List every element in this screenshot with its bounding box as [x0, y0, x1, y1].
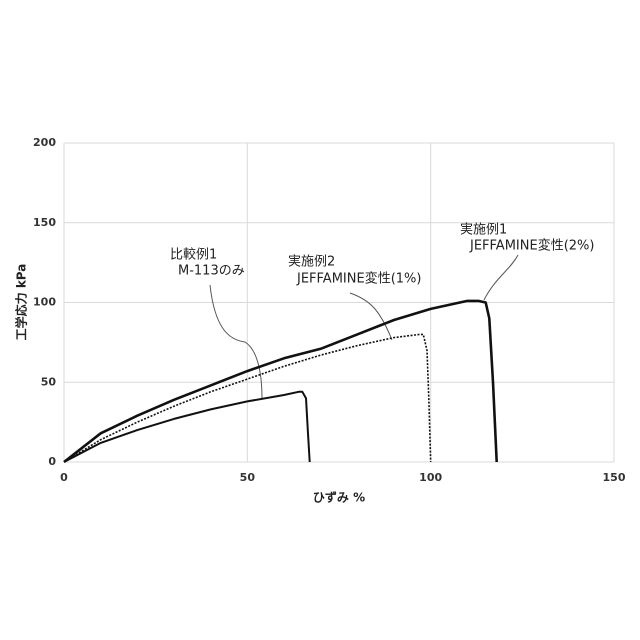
x-tick-label: 0 — [60, 471, 68, 484]
y-axis-title: 工学応力 kPa — [14, 264, 29, 341]
series-line — [64, 301, 497, 462]
annotation: 実施例2 — [288, 254, 335, 270]
x-tick-label: 50 — [240, 471, 256, 484]
y-tick-label: 50 — [41, 375, 57, 388]
y-tick-label: 100 — [33, 296, 56, 309]
y-tick-label: 150 — [33, 216, 56, 229]
leader-line — [484, 255, 518, 300]
annotation: 比較例1 — [170, 248, 217, 263]
x-tick-label: 100 — [419, 471, 442, 484]
annotation: 実施例1 — [460, 222, 507, 238]
y-tick-label: 0 — [48, 455, 56, 468]
leader-line — [210, 285, 262, 398]
leader-line — [350, 293, 392, 340]
x-tick-label: 150 — [603, 471, 626, 484]
y-tick-label: 200 — [33, 136, 56, 149]
chart: ひずみ % 工学応力 kPa 0 50 100 150 200 0 50 100 150 比較例1… — [0, 0, 640, 640]
series-line — [64, 392, 310, 462]
annotation: M-113のみ — [178, 264, 245, 279]
annotation: JEFFAMINE変性(2%) — [469, 238, 594, 254]
annotation: JEFFAMINE変性(1%) — [296, 271, 421, 287]
x-axis-title: ひずみ % — [313, 490, 365, 505]
